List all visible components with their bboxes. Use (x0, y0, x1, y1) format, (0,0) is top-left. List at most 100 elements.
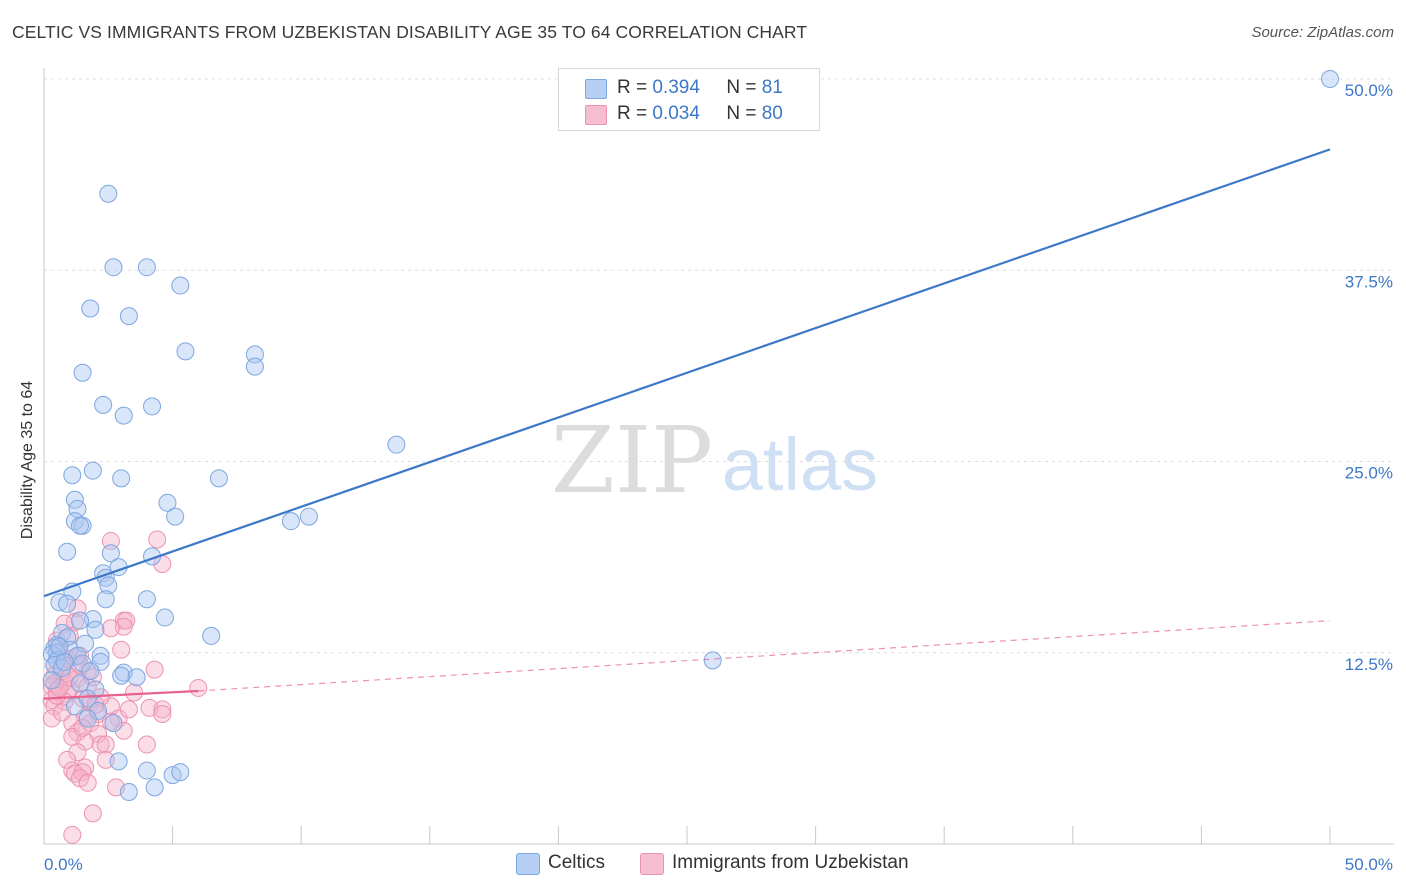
celtics-point (81, 299, 100, 318)
uzbekistan-point (68, 743, 87, 762)
uzbekistan-point (125, 683, 144, 702)
celtics-point (94, 395, 113, 414)
celtics-point (96, 590, 115, 609)
celtics-point (73, 654, 92, 673)
y-tick-label: 50.0% (1345, 81, 1393, 100)
legend-r-value: 0.394 (652, 77, 700, 98)
celtics-point (71, 611, 90, 630)
celtics-point (71, 674, 90, 693)
watermark-atlas: atlas (722, 423, 878, 506)
celtics-point (63, 466, 82, 485)
celtics-point (58, 542, 77, 561)
source-note: Source: ZipAtlas.com (1251, 24, 1394, 41)
celtics-point (127, 668, 146, 687)
celtics-point (245, 345, 264, 364)
celtics-point (1321, 70, 1339, 88)
celtics-point (703, 651, 722, 670)
celtics-point (104, 714, 123, 733)
x-tick-label-right: 50.0% (1345, 855, 1393, 874)
uzbekistan-point (96, 750, 115, 769)
uzbekistan-point (153, 704, 172, 723)
celtics-point (299, 507, 318, 526)
uzbekistan-point (114, 721, 133, 740)
watermark-zip: ZIP (551, 407, 713, 514)
celtics-point (91, 646, 110, 665)
celtics-point (387, 435, 406, 454)
celtics-point (155, 608, 174, 627)
uzbekistan-point (189, 678, 208, 697)
legend-r-label: R = (617, 77, 648, 98)
celtics-point (58, 594, 77, 613)
celtics-point (99, 576, 118, 595)
celtics-point (137, 590, 156, 609)
uzbekistan-point (112, 640, 131, 659)
celtics-legend-label: Celtics (548, 852, 606, 873)
celtics-point (86, 680, 105, 699)
uzbekistan-legend-label: Immigrants from Uzbekistan (672, 852, 909, 873)
trend-lines (43, 148, 1331, 700)
celtics-point (83, 461, 102, 480)
celtics-point (71, 516, 90, 535)
axes (43, 68, 1394, 845)
tick-labels: 12.5% 25.0% 37.5% 50.0% 0.0% 50.0% (44, 81, 1393, 874)
celtics-trend-line (43, 148, 1331, 598)
celtics-point (145, 778, 164, 797)
celtics-point (109, 752, 128, 771)
celtics-point (137, 761, 156, 780)
uzbekistan-point (101, 532, 120, 551)
uzbekistan-swatch (585, 105, 607, 125)
celtics-point (78, 709, 97, 728)
y-tick-label: 12.5% (1345, 655, 1393, 674)
legend-n-label: N = (726, 77, 757, 98)
y-tick-label: 37.5% (1345, 272, 1393, 291)
uzbekistan-trend-line-dashed (198, 620, 1331, 692)
celtics-point (158, 493, 177, 512)
celtics-point (166, 507, 185, 526)
celtics-point (143, 397, 162, 416)
uzbekistan-legend-swatch (640, 853, 664, 875)
correlation-legend: R = 0.394 N = 81 R = 0.034 N = 80 (558, 68, 820, 131)
celtics-point (50, 637, 69, 656)
uzbekistan-point (145, 660, 164, 679)
celtics-point (176, 342, 195, 361)
celtics-point (86, 620, 105, 639)
legend-n-label: N = (726, 103, 757, 124)
uzbekistan-point (50, 678, 69, 697)
data-points (42, 70, 1339, 844)
celtics-point (281, 512, 300, 531)
uzbekistan-point (153, 700, 172, 719)
celtics-point (202, 626, 221, 645)
uzbekistan-point (42, 709, 61, 728)
uzbekistan-point (63, 825, 82, 844)
celtics-point (101, 544, 120, 563)
celtics-point (171, 276, 190, 295)
celtics-point (112, 666, 131, 685)
celtics-point (83, 610, 102, 629)
uzbekistan-point (114, 617, 133, 636)
uzbekistan-trend-line-solid (43, 689, 199, 700)
celtics-point (104, 258, 123, 277)
celtics-point (137, 258, 156, 277)
uzbekistan-point (83, 804, 102, 823)
uzbekistan-point (58, 750, 77, 769)
celtics-point (119, 782, 138, 801)
celtics-point (73, 363, 92, 382)
legend-n-value: 81 (761, 77, 783, 98)
celtics-legend-swatch (516, 853, 540, 875)
x-tick-label-left: 0.0% (44, 855, 83, 874)
uzbekistan-point (96, 735, 115, 754)
celtics-point (65, 697, 84, 716)
uzbekistan-point (101, 619, 120, 638)
celtics-point (50, 593, 69, 612)
celtics-point (91, 652, 110, 671)
celtics-point (42, 671, 61, 690)
celtics-point (119, 307, 138, 326)
legend-r-label: R = (617, 103, 648, 124)
legend-n-value: 80 (761, 103, 783, 124)
y-tick-label: 25.0% (1345, 464, 1393, 483)
uzbekistan-point (148, 530, 167, 549)
celtics-point (209, 469, 228, 488)
celtics-point (89, 701, 108, 720)
celtics-point (112, 469, 131, 488)
